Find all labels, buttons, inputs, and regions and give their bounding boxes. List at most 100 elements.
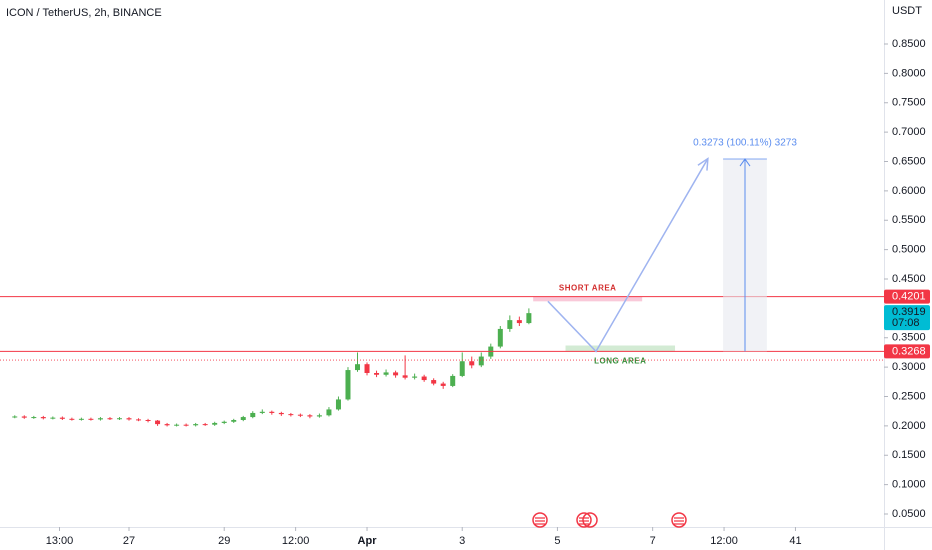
x-tick-label: 3	[459, 535, 465, 547]
candle-body	[78, 418, 84, 420]
candle-body	[269, 411, 275, 413]
x-tick-label: 41	[789, 535, 801, 547]
candle-body	[116, 418, 122, 420]
x-tick-label: 12:00	[282, 535, 310, 547]
candle-body	[31, 417, 37, 419]
flag-icon	[535, 517, 545, 525]
zone	[533, 296, 643, 302]
measure-label: 0.3273 (100.11%) 3273	[693, 138, 797, 149]
candle-body	[478, 356, 484, 366]
x-tick-label: 7	[650, 535, 656, 547]
candle-body	[412, 376, 418, 378]
candle-body	[221, 421, 227, 423]
candle-body	[497, 328, 503, 347]
y-tick-label: 0.7500	[892, 97, 926, 109]
candle-body	[469, 361, 475, 366]
candle-body	[183, 424, 189, 426]
last-price-label: 0.3919	[892, 306, 926, 318]
flag-icon	[671, 512, 687, 528]
candle-body	[393, 372, 399, 376]
y-tick-label: 0.0500	[892, 508, 926, 520]
zone	[565, 345, 676, 352]
candle-body	[250, 412, 256, 418]
y-tick-label: 0.5500	[892, 214, 926, 226]
candle-body	[88, 418, 94, 420]
candle-body	[297, 414, 303, 416]
price-level-label: 0.4201	[892, 290, 926, 302]
event-flags	[532, 512, 687, 528]
candle-body	[59, 417, 65, 419]
axis-unit: USDT	[892, 5, 922, 17]
last-price-tag	[884, 305, 930, 331]
chart-title: ICON / TetherUS, 2h, BINANCE	[6, 7, 162, 19]
candle-body	[107, 418, 113, 420]
candle-body	[145, 420, 151, 421]
candle-body	[383, 372, 389, 375]
zone-label: LONG AREA	[594, 356, 646, 365]
y-tick-label: 0.1000	[892, 479, 926, 491]
candle-body	[459, 361, 465, 376]
x-tick-label: 27	[123, 535, 135, 547]
candle-body	[364, 364, 370, 373]
x-tick-label: Apr	[358, 535, 378, 547]
x-tick-label: 29	[218, 535, 230, 547]
candle-body	[355, 364, 361, 371]
candle-body	[278, 412, 284, 415]
flag-icon	[582, 512, 598, 528]
candle-body	[231, 420, 237, 422]
candle-body	[240, 417, 246, 420]
candle-body	[421, 376, 427, 381]
y-tick-label: 0.1500	[892, 449, 926, 461]
y-tick-label: 0.2000	[892, 420, 926, 432]
x-tick-label: 12:00	[710, 535, 738, 547]
candle-body	[526, 313, 532, 324]
x-tick-label: 5	[554, 535, 560, 547]
y-tick-label: 0.7000	[892, 126, 926, 138]
candle-body	[40, 417, 46, 419]
candle-body	[12, 416, 18, 418]
countdown-label: 07:08	[892, 317, 920, 329]
x-tick-label: 13:00	[46, 535, 74, 547]
projection-path	[547, 158, 709, 353]
y-tick-label: 0.3500	[892, 332, 926, 344]
y-tick-label: 0.5000	[892, 244, 926, 256]
flag-icon	[532, 512, 548, 528]
candle-body	[164, 424, 170, 426]
y-tick-label: 0.6500	[892, 155, 926, 167]
y-tick-label: 0.3000	[892, 361, 926, 373]
candle-body	[97, 418, 103, 420]
candle-body	[402, 375, 408, 378]
candle-body	[326, 409, 332, 416]
candle-body	[431, 380, 437, 384]
candle-body	[345, 370, 351, 400]
y-tick-label: 0.6000	[892, 185, 926, 197]
candle-body	[155, 420, 161, 425]
candle-body	[50, 417, 56, 419]
candle-body	[136, 419, 142, 421]
zone-label: SHORT AREA	[559, 284, 617, 293]
flag-icon	[674, 517, 684, 525]
candle-body	[174, 424, 180, 426]
y-tick-label: 0.8500	[892, 38, 926, 50]
candle-body	[259, 411, 265, 413]
price-level-tag	[884, 344, 930, 359]
price-level-label: 0.3268	[892, 345, 926, 357]
price-level-tag	[884, 289, 930, 304]
candle-body	[507, 320, 513, 329]
candle-body	[335, 399, 341, 410]
candle-body	[126, 418, 132, 420]
candle-body	[440, 383, 446, 386]
candle-body	[193, 424, 199, 426]
candle-body	[21, 416, 27, 418]
candle-body	[202, 424, 208, 426]
candle-body	[288, 414, 294, 416]
candle-body	[450, 375, 456, 386]
projection-arrowhead	[697, 157, 709, 171]
candle-body	[374, 373, 380, 375]
y-tick-label: 0.8000	[892, 67, 926, 79]
candle-body	[307, 415, 313, 417]
candle-body	[69, 418, 75, 420]
y-tick-label: 0.2500	[892, 390, 926, 402]
candle-body	[316, 415, 322, 417]
